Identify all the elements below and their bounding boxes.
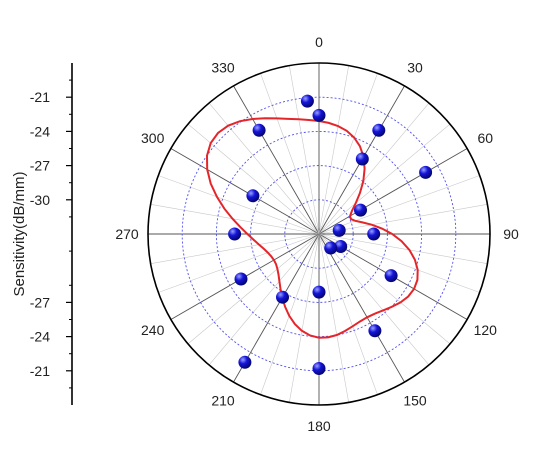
- fitted-curve: [205, 117, 419, 339]
- angular-gridline: [318, 123, 451, 235]
- data-point: [300, 94, 314, 108]
- data-point: [367, 227, 381, 241]
- angular-gridline: [208, 102, 320, 235]
- angular-gridline: [318, 233, 349, 403]
- angle-tick-label: 180: [307, 418, 331, 434]
- angular-gridline: [260, 233, 320, 395]
- data-point: [234, 272, 248, 286]
- radial-axis: -21 -24 -27 -30 -27 -24 -21: [30, 63, 73, 405]
- angular-gridline: [260, 73, 320, 235]
- angular-gridline: [208, 233, 320, 366]
- angle-tick-label: 120: [474, 322, 498, 338]
- angular-gridline: [318, 233, 378, 395]
- data-point: [228, 227, 242, 241]
- y-axis-title: Sensitivity(dB/mm): [11, 171, 28, 296]
- angular-gridline: [233, 85, 320, 235]
- data-point: [332, 223, 346, 237]
- data-point: [312, 285, 326, 299]
- radial-tick-label: -27: [30, 158, 50, 174]
- angular-gridline: [187, 233, 320, 345]
- angle-tick-label: 0: [315, 34, 323, 50]
- data-point: [419, 165, 433, 179]
- data-point: [384, 269, 398, 283]
- angular-gridline: [158, 233, 320, 293]
- angle-tick-label: 270: [115, 226, 139, 242]
- angular-gridline: [150, 233, 320, 264]
- angular-gridline: [318, 233, 488, 264]
- data-point: [334, 240, 348, 253]
- angular-gridline: [187, 123, 320, 235]
- radial-tick-label: -27: [30, 294, 50, 310]
- data-point: [368, 324, 382, 338]
- angle-tick-label: 330: [211, 60, 235, 76]
- angle-tick-label: 300: [141, 130, 165, 146]
- data-point: [372, 123, 386, 137]
- angle-tick-label: 30: [407, 60, 423, 76]
- data-point: [312, 108, 326, 122]
- data-point: [238, 355, 252, 369]
- data-point: [246, 189, 260, 203]
- angular-gridline: [318, 175, 480, 235]
- angle-tick-label: 240: [141, 322, 165, 338]
- data-point: [324, 241, 338, 255]
- data-point: [355, 152, 369, 166]
- angular-gridline: [318, 102, 430, 235]
- angular-gridline: [318, 73, 378, 235]
- radial-tick-label: -24: [30, 329, 50, 345]
- polar-frame: [147, 62, 491, 406]
- radial-gridline: [284, 199, 354, 269]
- radial-tick-label: -21: [30, 363, 50, 379]
- angular-gridline: [170, 148, 320, 235]
- angular-gridline: [158, 175, 320, 235]
- radial-gridline: [250, 165, 388, 303]
- data-point: [312, 362, 326, 375]
- radial-tick-label: -30: [30, 192, 50, 208]
- angular-gridline: [150, 204, 320, 235]
- data-point: [354, 203, 367, 217]
- radial-gridline: [181, 96, 457, 372]
- data-point: [252, 123, 266, 137]
- angular-gridline: [289, 233, 320, 403]
- angle-tick-labels: 0 30 60 90 120 150 180 210 240 270 300 330: [115, 34, 519, 434]
- data-point: [276, 290, 289, 304]
- angle-tick-label: 90: [503, 226, 519, 242]
- angular-gridline: [318, 204, 488, 235]
- fitted-curve-layer: [205, 117, 419, 339]
- angular-gridline: [318, 233, 405, 383]
- angle-tick-label: 210: [211, 392, 235, 408]
- radial-gridline: [215, 130, 423, 338]
- angular-gridline: [318, 148, 468, 235]
- angle-tick-label: 150: [403, 392, 427, 408]
- radial-tick-label: -21: [30, 89, 50, 105]
- angular-gridline: [289, 65, 320, 235]
- outer-circle: [147, 62, 491, 406]
- angular-gridline: [318, 233, 430, 366]
- radial-tick-label: -24: [30, 123, 50, 139]
- radial-gridlines: [181, 96, 457, 372]
- angle-tick-label: 60: [478, 130, 494, 146]
- angular-gridline: [318, 65, 349, 235]
- data-points-layer: [228, 94, 433, 375]
